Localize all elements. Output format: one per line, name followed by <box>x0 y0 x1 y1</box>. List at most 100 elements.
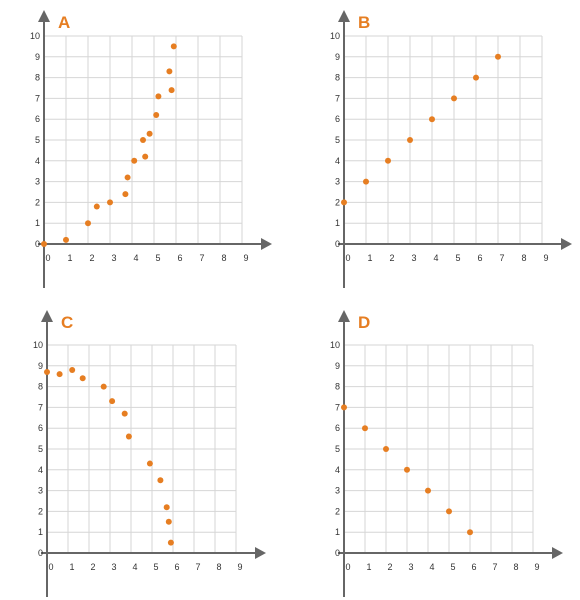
data-point <box>63 236 69 243</box>
x-tick-label: 0 <box>48 562 53 572</box>
x-tick-label: 2 <box>389 253 394 263</box>
y-tick-label: 2 <box>35 197 40 207</box>
y-tick-label: 5 <box>35 135 40 145</box>
data-point <box>125 433 132 440</box>
data-point <box>121 410 128 417</box>
data-point <box>341 199 347 206</box>
data-point <box>167 539 174 546</box>
y-tick-label: 6 <box>335 423 340 433</box>
y-tick-label: 10 <box>30 31 40 41</box>
panel-c: 0 1 2 3 4 5 6 7 8 9 0 1 2 3 4 5 6 7 8 9 10 C <box>33 310 266 597</box>
y-tick-label: 6 <box>38 423 43 433</box>
x-tick-label: 7 <box>199 253 204 263</box>
data-point <box>170 43 177 50</box>
y-axis-arrow-icon <box>338 10 350 22</box>
x-tick-label: 5 <box>455 253 460 263</box>
y-tick-label: 6 <box>335 114 340 124</box>
data-point <box>404 466 410 473</box>
x-tick-label: 3 <box>408 562 413 572</box>
data-point <box>146 460 153 467</box>
tick-labels: 0 1 2 3 4 5 6 7 8 9 0 1 2 3 4 5 6 7 8 9 10 <box>30 31 249 263</box>
y-tick-label: 9 <box>35 52 40 62</box>
x-tick-label: 0 <box>345 253 350 263</box>
y-tick-label: 0 <box>35 239 40 249</box>
y-tick-label: 1 <box>38 527 43 537</box>
x-tick-label: 2 <box>387 562 392 572</box>
x-axis-arrow-icon <box>552 547 563 559</box>
data-point <box>467 529 473 536</box>
x-tick-label: 0 <box>345 562 350 572</box>
x-axis-arrow-icon <box>255 547 266 559</box>
data-point <box>341 404 347 411</box>
x-tick-label: 1 <box>367 253 372 263</box>
panel-label: C <box>61 313 73 332</box>
data-point <box>131 157 138 164</box>
x-tick-label: 3 <box>111 253 116 263</box>
x-tick-label: 1 <box>69 562 74 572</box>
data-point <box>385 157 391 164</box>
panel-label: A <box>58 13 70 32</box>
data-point <box>383 446 389 452</box>
data-point <box>165 518 172 525</box>
y-tick-label: 10 <box>330 340 340 350</box>
data-point <box>446 508 452 515</box>
y-tick-label: 7 <box>335 93 340 103</box>
x-tick-label: 7 <box>195 562 200 572</box>
data-point <box>146 130 153 137</box>
data-point <box>107 199 113 206</box>
tick-labels: 0 1 2 3 4 5 6 7 8 9 0 1 2 3 4 5 6 7 8 9 10 <box>330 340 540 572</box>
gridlines <box>46 344 237 554</box>
data-point <box>155 93 162 100</box>
y-tick-label: 10 <box>330 31 340 41</box>
y-tick-label: 8 <box>35 73 40 83</box>
x-tick-label: 8 <box>521 253 526 263</box>
y-tick-label: 1 <box>335 218 340 228</box>
x-tick-label: 3 <box>111 562 116 572</box>
y-tick-label: 2 <box>38 506 43 516</box>
data-point <box>93 203 100 210</box>
y-tick-label: 4 <box>335 156 340 166</box>
data-point <box>122 191 129 198</box>
y-tick-label: 7 <box>35 93 40 103</box>
data-point <box>79 375 86 382</box>
data-point <box>85 220 91 227</box>
x-tick-label: 4 <box>429 562 434 572</box>
gridlines <box>343 344 534 554</box>
axes <box>38 10 272 288</box>
panel-b: 0 1 2 3 4 5 6 7 8 9 0 1 2 3 4 5 6 7 8 9 10 B <box>330 10 572 288</box>
data-point <box>100 383 107 390</box>
data-point <box>363 178 369 185</box>
x-tick-label: 3 <box>411 253 416 263</box>
x-tick-label: 8 <box>513 562 518 572</box>
x-tick-label: 2 <box>90 562 95 572</box>
y-tick-label: 9 <box>38 361 43 371</box>
data-point <box>425 487 431 494</box>
x-tick-label: 8 <box>216 562 221 572</box>
y-tick-label: 3 <box>335 177 340 187</box>
data-point <box>166 68 173 75</box>
x-tick-label: 6 <box>471 562 476 572</box>
y-tick-label: 3 <box>38 486 43 496</box>
y-tick-label: 9 <box>335 361 340 371</box>
x-tick-label: 1 <box>366 562 371 572</box>
data-point <box>109 398 116 405</box>
y-tick-label: 2 <box>335 197 340 207</box>
x-tick-label: 4 <box>433 253 438 263</box>
x-tick-label: 6 <box>174 562 179 572</box>
x-tick-label: 1 <box>67 253 72 263</box>
axes <box>338 310 563 597</box>
data-point <box>168 87 175 94</box>
x-tick-label: 0 <box>45 253 50 263</box>
axes <box>41 310 266 597</box>
x-axis-arrow-icon <box>261 238 272 250</box>
y-tick-label: 0 <box>335 548 340 558</box>
y-tick-label: 8 <box>38 382 43 392</box>
data-point <box>124 174 131 181</box>
y-tick-label: 5 <box>38 444 43 454</box>
y-tick-label: 1 <box>335 527 340 537</box>
data-point <box>495 53 501 60</box>
data-point <box>142 153 149 160</box>
x-tick-label: 9 <box>237 562 242 572</box>
y-tick-label: 3 <box>35 177 40 187</box>
data-points <box>41 43 177 247</box>
